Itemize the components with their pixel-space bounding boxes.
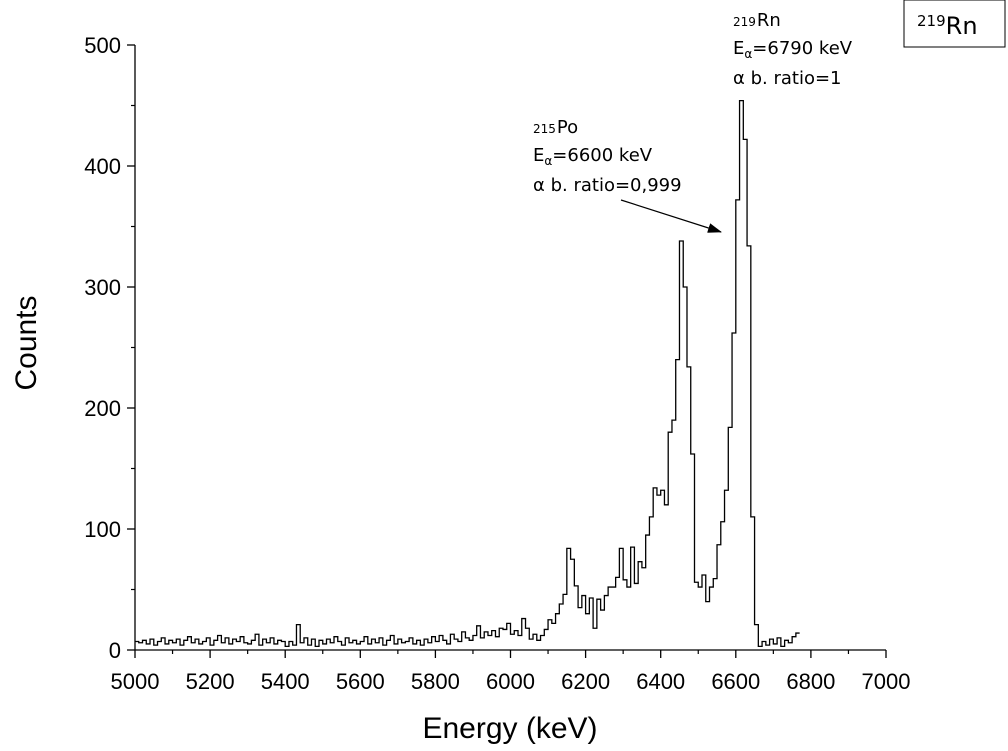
svg-text:215Po: 215Po [533,117,578,138]
x-tick-label: 5400 [261,669,310,694]
annotation-po215-energy-sub: α [544,154,552,168]
y-tick-label: 0 [109,638,121,663]
y-tick-label: 100 [84,517,121,542]
x-tick-label: 5200 [186,669,235,694]
annotation-po215-ratio: α b. ratio=0,999 [533,175,682,196]
y-tick-label: 300 [84,275,121,300]
y-axis-ticks: 0 100 200 300 400 500 [84,33,135,663]
x-tick-label: 6200 [561,669,610,694]
y-tick-label: 500 [84,33,121,58]
y-tick-label: 200 [84,396,121,421]
x-tick-label: 6000 [486,669,535,694]
annotation-po215: 215Po Eα=6600 keV α b. ratio=0,999 [533,117,722,233]
annotation-po215-nuclide: Po [557,117,578,138]
annotation-rn219-energy-prefix: E [733,38,744,59]
legend-box [903,0,1006,48]
x-tick-label: 7000 [862,669,911,694]
annotation-rn219-energy-value: =6790 keV [752,38,852,59]
annotation-po215-energy-value: =6600 keV [552,145,652,166]
x-tick-label: 6600 [711,669,760,694]
x-tick-label: 6800 [786,669,835,694]
x-tick-label: 5000 [111,669,160,694]
annotation-po215-arrow [620,199,722,233]
legend: 219Rn [903,0,1006,48]
x-tick-label: 5800 [411,669,460,694]
x-tick-label: 5600 [336,669,385,694]
x-axis-ticks: 5000 5200 5400 5600 5800 6000 6200 6400 6600 6800… [111,650,911,694]
y-tick-label: 400 [84,154,121,179]
y-axis-title: Counts [10,295,43,390]
spectrum-series-line [135,100,800,648]
annotation-rn219-energy-sub: α [744,47,752,61]
annotation-po215-mass: 215 [533,122,556,136]
svg-text:219Rn: 219Rn [917,12,978,40]
annotation-po215-energy-prefix: E [533,145,544,166]
x-tick-label: 6400 [636,669,685,694]
svg-text:Eα=6600 keV: Eα=6600 keV [533,145,653,168]
x-axis-title: Energy (keV) [422,712,597,745]
legend-mass: 219 [917,12,946,30]
annotation-rn219: 219Rn Eα=6790 keV α b. ratio=1 [733,10,853,89]
annotation-rn219-nuclide: Rn [757,10,781,31]
annotation-rn219-ratio: α b. ratio=1 [733,68,842,89]
annotation-rn219-mass: 219 [733,15,756,29]
svg-text:219Rn: 219Rn [733,10,781,31]
legend-label: Rn [946,12,978,40]
svg-text:Eα=6790 keV: Eα=6790 keV [733,38,853,61]
